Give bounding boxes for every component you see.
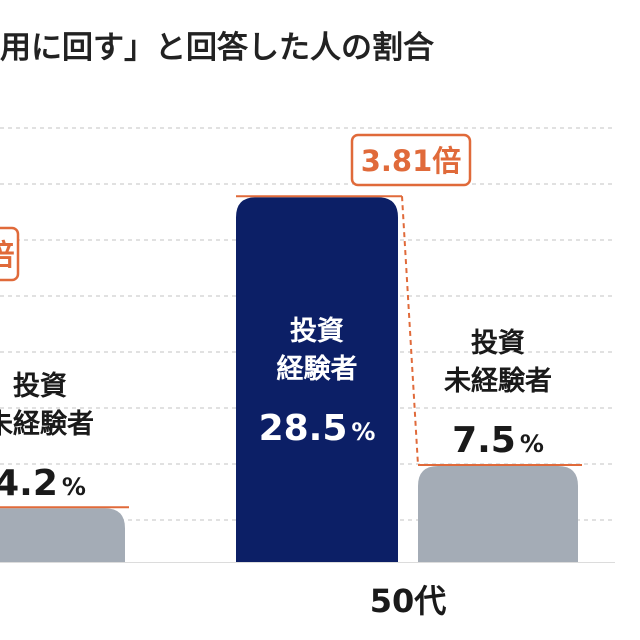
bar-label-line1: 投資: [13, 371, 67, 402]
bar-label-line2: 経験者: [277, 353, 358, 385]
ratio-callout-text: 3.81倍: [361, 144, 462, 178]
bar-non-investor: [418, 466, 578, 562]
bar-value-unit: %: [520, 430, 544, 458]
bar-value-number: 28.5: [259, 408, 348, 449]
bar-value-label: 4.2%: [0, 463, 86, 504]
bar-value-number: 7.5: [452, 420, 516, 461]
ratio-connector: [401, 196, 419, 466]
bar-value-unit: %: [351, 418, 375, 446]
bar-value-label: 28.5%: [259, 408, 376, 449]
annotations: 倍 3.81倍: [0, 133, 582, 509]
bar-label-line2: 未経験者: [444, 365, 552, 397]
category-label: 50代: [370, 582, 447, 620]
bar-value-unit: %: [62, 473, 86, 501]
bar-investor: [236, 197, 398, 562]
bar-label-line1: 投資: [290, 316, 344, 347]
bar-label-line1: 投資: [471, 328, 525, 359]
chart-title: 用に回す」と回答した人の割合: [0, 30, 434, 66]
bar-label-line2: 未経験者: [0, 408, 94, 440]
bar-value-label: 7.5%: [452, 420, 544, 461]
ratio-callout-text: 倍: [0, 238, 15, 272]
bar-value-number: 4.2: [0, 463, 58, 504]
bars: [0, 197, 578, 562]
bar-non-investor: [0, 508, 125, 562]
ratio-callout-box: [350, 133, 472, 187]
ratio-callout-box: [0, 226, 20, 282]
